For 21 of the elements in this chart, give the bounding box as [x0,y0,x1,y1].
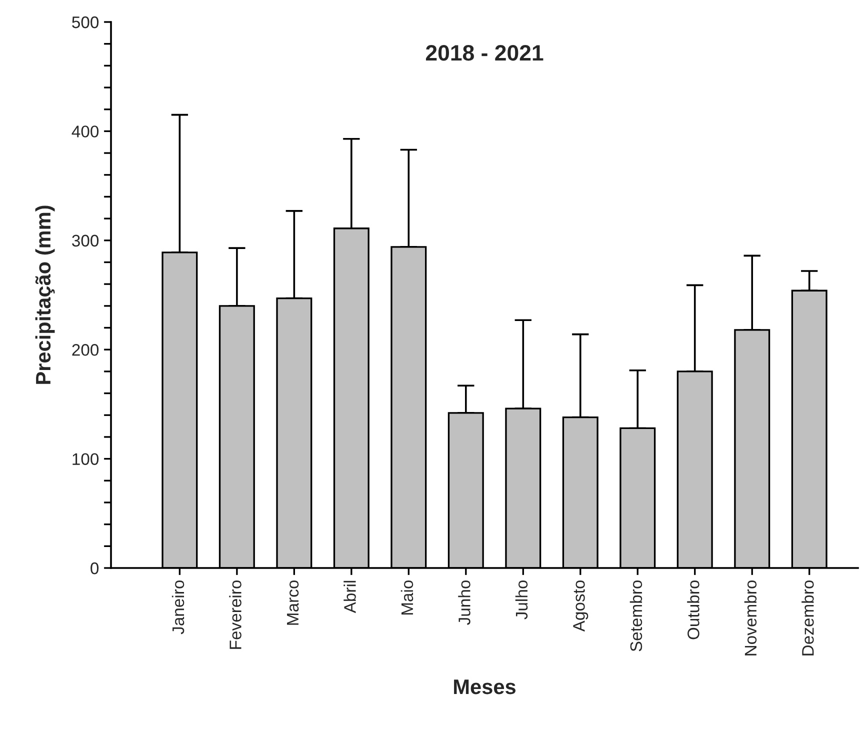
x-tick-label: Dezembro [802,580,814,656]
y-tick-label: 400 [72,126,99,138]
y-tick-label: 200 [72,344,99,356]
y-tick-label: 300 [72,234,99,247]
y-tick-label: 500 [72,16,99,28]
x-tick-label: Marco [287,580,299,625]
x-tick-label: Janeiro [172,580,184,634]
y-axis-title: Precipitação (mm) [35,206,55,384]
y-tick-label: 100 [72,453,99,466]
x-tick-label: Maio [400,580,414,615]
x-tick-label: Junho [458,580,470,625]
x-tick-label: Outubro [687,580,700,640]
x-tick-label: Julho [515,580,528,620]
x-tick-label: Agosto [573,580,588,632]
x-tick-label: Novembro [744,580,757,656]
x-tick-label: Fevereiro [229,580,242,649]
x-tick-label: Setembro [630,580,642,652]
text: 2018 - 2021 [426,44,544,61]
x-tick-label: Abril [344,580,356,614]
y-tick-label: 0 [90,562,99,574]
x-axis-title: Meses [454,680,516,694]
